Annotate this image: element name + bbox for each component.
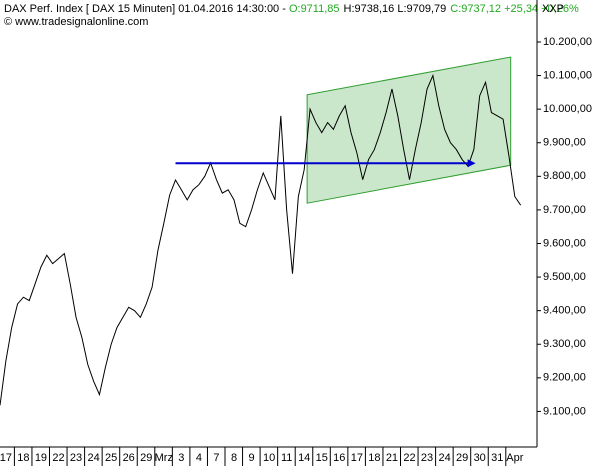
x-tick-label: 23 (421, 452, 433, 464)
y-tick-label: 9.500,00 (543, 271, 586, 283)
x-tick-label: 8 (231, 452, 237, 464)
y-tick-label: 9.700,00 (543, 204, 586, 216)
x-tick-label: 11 (281, 452, 292, 464)
trend-channel (306, 56, 512, 204)
y-tick-label: 10.100,00 (543, 69, 592, 81)
x-tick-label: 18 (17, 452, 29, 464)
x-tick-label: 16 (333, 452, 345, 464)
x-tick-label: 17 (351, 452, 363, 464)
axis-label: XXP (542, 3, 564, 15)
y-tick-label: 9.100,00 (543, 405, 586, 417)
x-tick-label: 25 (105, 452, 117, 464)
subtitle: © www.tradesignalonline.com (4, 16, 148, 28)
open-label: O:9711,85 (289, 3, 340, 15)
x-tick-label: 22 (52, 452, 64, 464)
y-tick-label: 9.900,00 (543, 137, 586, 149)
close-label: C:9737,12 +25,34 +0,26% (450, 3, 579, 15)
x-tick-label: 15 (316, 452, 328, 464)
x-tick-label: 9 (248, 452, 254, 464)
x-tick-label: 18 (368, 452, 380, 464)
x-tick-label: 10 (263, 452, 275, 464)
x-tick-label: 24 (87, 452, 99, 464)
x-tick-label: 17 (0, 452, 12, 464)
y-tick-label: 10.000,00 (543, 103, 592, 115)
y-tick-label: 9.400,00 (543, 305, 586, 317)
x-tick-label: Apr (506, 452, 523, 464)
x-tick-label: 24 (438, 452, 450, 464)
y-tick-label: 9.300,00 (543, 338, 586, 350)
x-tick-label: 26 (123, 452, 135, 464)
high-low-label: H:9738,16 L:9709,79 (344, 3, 447, 15)
y-tick-label: 9.200,00 (543, 372, 586, 384)
title: DAX Perf. Index [ DAX 15 Minuten] 01.04.… (4, 3, 289, 15)
x-tick-label: 29 (140, 452, 152, 464)
x-tick-label: 3 (178, 452, 184, 464)
x-tick-label: 14 (298, 452, 310, 464)
x-tick-label: 29 (456, 452, 468, 464)
x-tick-label: Mrz (155, 452, 173, 464)
x-tick-label: 31 (491, 452, 503, 464)
x-tick-label: 22 (403, 452, 415, 464)
price-line (0, 73, 522, 406)
y-tick-label: 9.800,00 (543, 170, 586, 182)
x-tick-label: 23 (70, 452, 82, 464)
x-tick-label: 4 (196, 452, 202, 464)
y-tick-label: 10.200,00 (543, 36, 592, 48)
x-tick-label: 21 (386, 452, 398, 464)
chart-title: DAX Perf. Index [ DAX 15 Minuten] 01.04.… (4, 3, 579, 15)
arrow-head (467, 159, 476, 168)
x-tick-label: 7 (213, 452, 219, 464)
x-tick-label: 30 (474, 452, 486, 464)
x-tick-label: 19 (35, 452, 47, 464)
y-tick-label: 9.600,00 (543, 237, 586, 249)
